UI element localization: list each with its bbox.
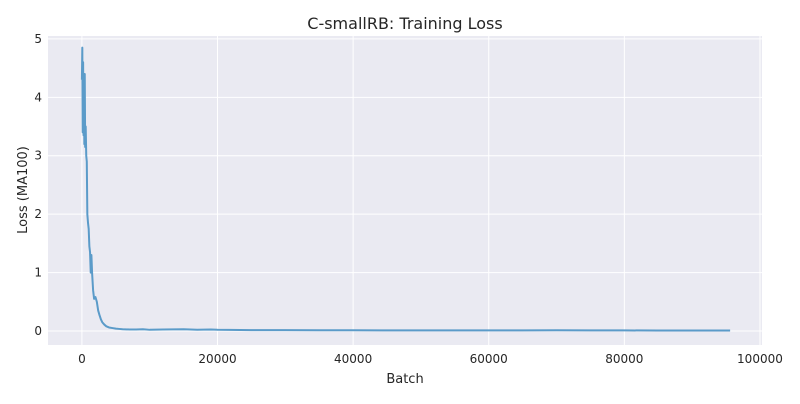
series-group bbox=[80, 46, 731, 332]
plot-area bbox=[48, 36, 762, 345]
x-axis-label: Batch bbox=[386, 372, 423, 387]
x-tick-label: 100000 bbox=[737, 352, 783, 366]
x-tick-label: 80000 bbox=[605, 352, 643, 366]
y-tick-label: 2 bbox=[34, 207, 42, 221]
y-tick-label: 4 bbox=[34, 90, 42, 104]
x-tick-label: 20000 bbox=[198, 352, 236, 366]
y-tick-label: 1 bbox=[34, 266, 42, 280]
x-tick-labels: 0 20000 40000 60000 80000 100000 bbox=[78, 352, 783, 366]
chart-title: C-smallRB: Training Loss bbox=[307, 14, 502, 33]
y-tick-label: 3 bbox=[34, 149, 42, 163]
y-tick-label: 5 bbox=[34, 32, 42, 46]
series-line-0 bbox=[80, 46, 731, 332]
y-axis-label: Loss (MA100) bbox=[16, 146, 31, 234]
x-tick-label: 0 bbox=[78, 352, 86, 366]
x-tick-label: 60000 bbox=[470, 352, 508, 366]
x-tick-label: 40000 bbox=[334, 352, 372, 366]
x-gridlines bbox=[81, 36, 761, 345]
y-tick-label: 0 bbox=[34, 324, 42, 338]
y-tick-labels: 0 1 2 3 4 5 bbox=[34, 32, 42, 338]
